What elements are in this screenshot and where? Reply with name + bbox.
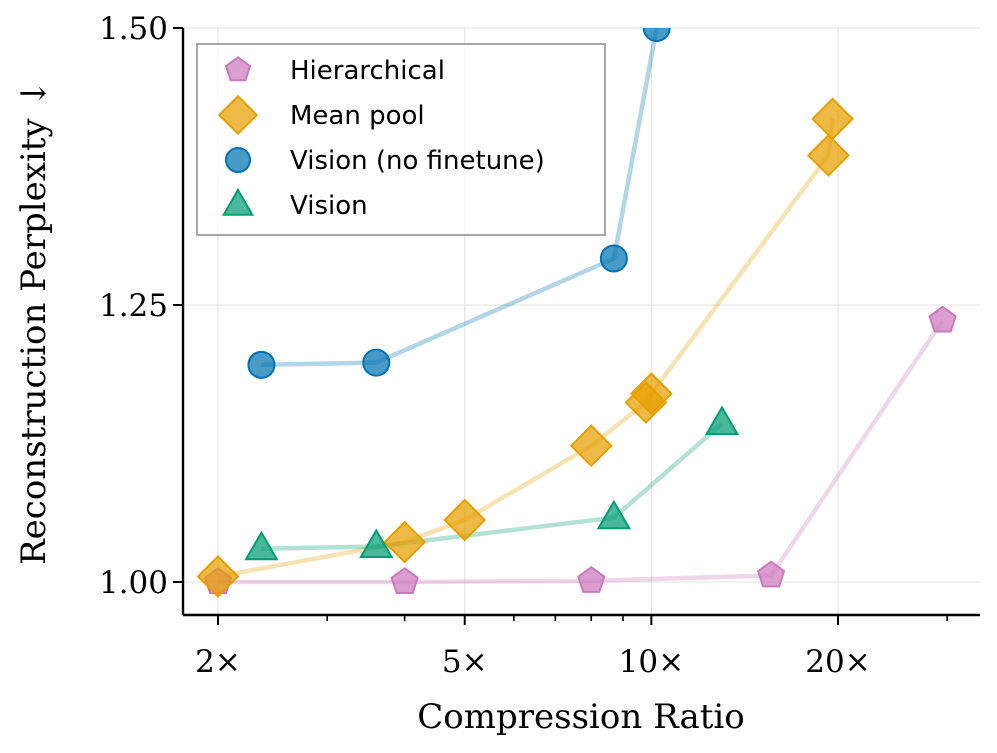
data-point-mean-pool-5	[629, 372, 673, 416]
data-point-vision-3	[704, 405, 740, 436]
data-point-vision-no-finetune-3	[642, 28, 671, 42]
x-tick-label-5: 5×	[442, 644, 488, 680]
data-point-hierarchical-2	[577, 566, 606, 593]
legend-marker-vision-no-finetune	[225, 147, 251, 173]
legend-label-mean-pool: Mean pool	[290, 101, 425, 131]
series-line-vision	[261, 421, 724, 552]
data-point-mean-pool-1	[383, 520, 427, 564]
data-point-mean-pool-0	[196, 555, 240, 598]
data-point-vision-no-finetune-2	[599, 244, 628, 273]
legend-marker-mean-pool	[217, 94, 259, 136]
data-point-hierarchical-3	[756, 560, 786, 588]
legend-marker-hierarchical	[224, 56, 252, 82]
data-point-mean-pool-2	[443, 498, 487, 542]
data-point-vision-1	[359, 528, 394, 559]
legend-label-vision-no-finetune: Vision (no finetune)	[290, 146, 545, 176]
y-tick-label-1-25: 1.25	[99, 288, 168, 324]
data-point-mean-pool-3	[569, 424, 613, 468]
axis-ticks	[173, 27, 948, 625]
x-axis-title: Compression Ratio	[417, 697, 744, 737]
series-markers	[196, 28, 957, 598]
x-tick-label-2: 2×	[195, 644, 241, 680]
x-tick-labels: 2× 5× 10× 20×	[195, 644, 871, 680]
legend-frame	[196, 43, 606, 236]
legend-marker-vision	[221, 188, 255, 216]
y-tick-labels: 1.00 1.25 1.50	[99, 11, 168, 601]
y-axis-title: Reconstruction Perplexity ↓	[14, 79, 54, 565]
legend-label-vision: Vision	[290, 191, 368, 221]
legend: Hierarchical Mean pool Vision (no finetu…	[196, 43, 606, 236]
data-point-vision-no-finetune-0	[247, 350, 276, 379]
data-point-mean-pool-6	[806, 134, 850, 177]
data-point-mean-pool-7	[811, 97, 854, 141]
data-point-vision-0	[244, 530, 279, 561]
data-point-vision-no-finetune-1	[362, 348, 391, 377]
x-tick-label-20: 20×	[805, 644, 870, 680]
legend-label-hierarchical: Hierarchical	[290, 56, 445, 86]
y-tick-label-1-50: 1.50	[99, 11, 168, 47]
data-point-vision-2	[596, 499, 631, 530]
data-point-hierarchical-4	[928, 305, 957, 333]
data-point-hierarchical-1	[390, 567, 419, 595]
x-tick-label-10: 10×	[619, 644, 684, 680]
y-tick-label-1-00: 1.00	[99, 565, 168, 601]
